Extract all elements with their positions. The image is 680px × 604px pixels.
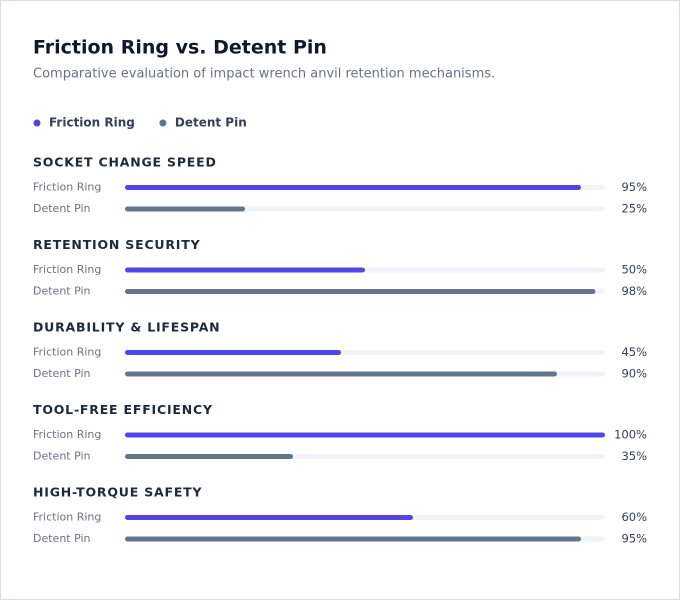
category-label: RETENTION SECURITY	[33, 237, 201, 252]
row-label: Friction Ring	[33, 346, 101, 359]
bar	[125, 267, 365, 273]
bar	[125, 185, 581, 190]
value-label: 98%	[621, 284, 647, 298]
value-label: 50%	[621, 263, 647, 277]
bar	[125, 371, 557, 377]
category-label: HIGH-TORQUE SAFETY	[33, 485, 203, 500]
chart-subtitle: Comparative evaluation of impact wrench …	[33, 67, 495, 82]
bar	[125, 289, 596, 294]
row-label: Detent Pin	[33, 202, 91, 215]
row-label: Friction Ring	[33, 511, 101, 524]
row-label: Detent Pin	[33, 285, 91, 298]
bar	[125, 432, 605, 438]
row-label: Detent Pin	[33, 450, 91, 463]
legend-swatch	[33, 119, 41, 127]
value-label: 60%	[621, 510, 647, 524]
chart-title: Friction Ring vs. Detent Pin	[33, 37, 327, 59]
legend-swatch	[159, 119, 167, 127]
row-label: Friction Ring	[33, 428, 101, 441]
legend-label: Detent Pin	[175, 116, 247, 130]
legend-label: Friction Ring	[49, 116, 135, 130]
row-label: Detent Pin	[33, 532, 91, 545]
value-label: 25%	[621, 202, 647, 216]
bar	[125, 515, 413, 520]
row-label: Detent Pin	[33, 367, 91, 380]
value-label: 95%	[621, 532, 647, 546]
bar	[125, 350, 341, 355]
value-label: 45%	[621, 345, 647, 359]
value-label: 100%	[614, 428, 647, 442]
value-label: 95%	[621, 180, 647, 194]
category-label: TOOL-FREE EFFICIENCY	[33, 402, 213, 417]
bar-track	[125, 206, 605, 212]
value-label: 35%	[621, 449, 647, 463]
row-label: Friction Ring	[33, 263, 101, 276]
category-label: DURABILITY & LIFESPAN	[33, 320, 220, 335]
bar	[125, 206, 245, 212]
value-label: 90%	[621, 367, 647, 381]
category-label: SOCKET CHANGE SPEED	[33, 155, 217, 170]
row-label: Friction Ring	[33, 181, 101, 194]
bar	[125, 536, 581, 542]
bar	[125, 454, 293, 459]
